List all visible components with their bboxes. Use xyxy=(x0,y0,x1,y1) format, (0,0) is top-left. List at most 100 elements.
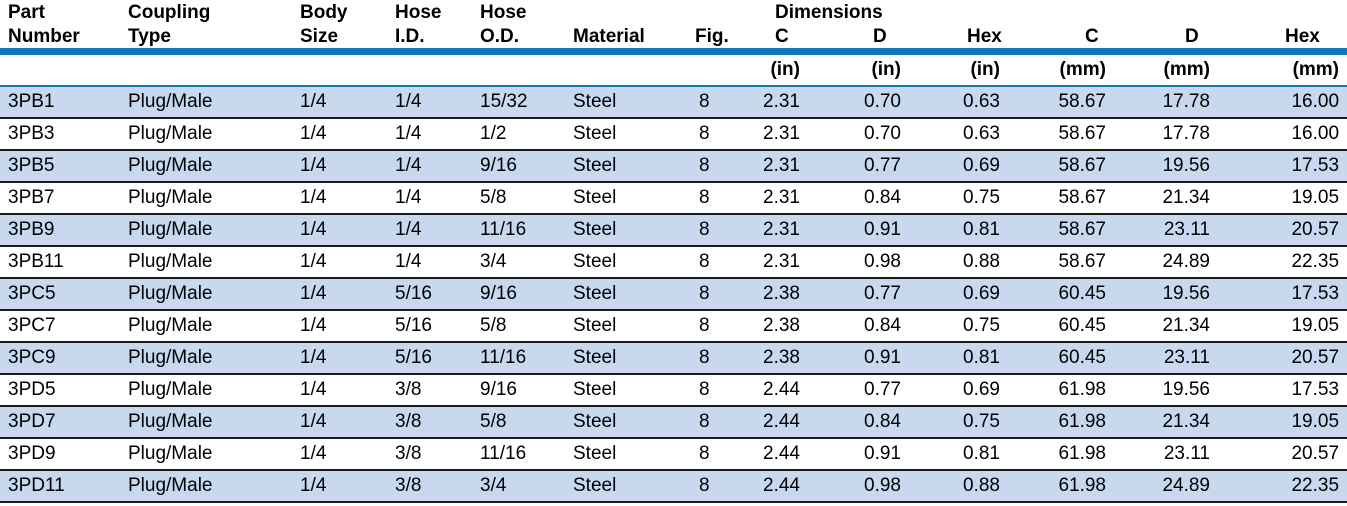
table-cell: 24.89 xyxy=(1112,246,1216,279)
table-cell: Steel xyxy=(573,278,695,311)
table-cell: 1/4 xyxy=(300,246,395,279)
table-cell: 8 xyxy=(695,374,752,407)
table-cell: 23.11 xyxy=(1112,438,1216,471)
table-cell: 23.11 xyxy=(1112,342,1216,375)
units-row: (in) (in) (in) (mm) (mm) (mm) xyxy=(0,51,1347,87)
table-cell: 20.57 xyxy=(1216,214,1347,247)
table-cell: 3PC7 xyxy=(0,310,128,343)
table-cell: 9/16 xyxy=(480,150,573,183)
table-cell: 3PD9 xyxy=(0,438,128,471)
table-row: 3PC5 Plug/Male 1/4 5/16 9/16 Steel 8 2.38 0.77 0.… xyxy=(0,278,1347,311)
table-cell: 60.45 xyxy=(1006,342,1112,375)
table-cell: 8 xyxy=(695,246,752,279)
column-header-spacer xyxy=(695,0,752,24)
header-line-2: Number Type Size I.D. O.D. Material Fig.… xyxy=(0,24,1347,55)
table-cell: 0.81 xyxy=(907,342,1006,375)
table-cell: 1/4 xyxy=(300,406,395,439)
column-header-fig: Fig. xyxy=(695,24,752,55)
table-body: 3PB1 Plug/Male 1/4 1/4 15/32 Steel 8 2.31 0.70 0.… xyxy=(0,86,1347,503)
table-cell: 3/8 xyxy=(395,406,480,439)
table-cell: 5/16 xyxy=(395,278,480,311)
table-cell: 8 xyxy=(695,86,752,119)
column-header-hose-id: I.D. xyxy=(395,24,480,55)
table-cell: 2.44 xyxy=(752,406,806,439)
table-cell: 9/16 xyxy=(480,278,573,311)
column-header-number: Number xyxy=(0,24,128,55)
table-cell: 2.31 xyxy=(752,246,806,279)
table-cell: 24.89 xyxy=(1112,470,1216,503)
table-cell: 1/4 xyxy=(300,374,395,407)
table-row: 3PB5 Plug/Male 1/4 1/4 9/16 Steel 8 2.31 0.77 0.6… xyxy=(0,150,1347,183)
table-cell: 0.91 xyxy=(806,214,907,247)
column-header-hex-in: Hex xyxy=(907,24,1006,55)
table-cell: Steel xyxy=(573,406,695,439)
table-cell: 0.84 xyxy=(806,406,907,439)
table-cell: 2.44 xyxy=(752,374,806,407)
table-cell: 3/8 xyxy=(395,470,480,503)
column-header-c-mm: C xyxy=(1006,24,1112,55)
table-cell: 8 xyxy=(695,310,752,343)
table-cell: 5/8 xyxy=(480,406,573,439)
table-cell: Steel xyxy=(573,182,695,215)
column-header-hose-od-top: Hose xyxy=(480,2,527,23)
table-cell: 17.53 xyxy=(1216,278,1347,311)
table-cell: 1/2 xyxy=(480,118,573,151)
table-cell: 2.38 xyxy=(752,342,806,375)
table-cell: 5/16 xyxy=(395,310,480,343)
table-cell: 3/8 xyxy=(395,438,480,471)
table-cell: Plug/Male xyxy=(128,214,300,247)
column-header-material: Material xyxy=(573,24,695,55)
table-cell: 5/16 xyxy=(395,342,480,375)
table-cell: 3PD7 xyxy=(0,406,128,439)
table-cell: 11/16 xyxy=(480,438,573,471)
table-cell: 5/8 xyxy=(480,310,573,343)
table-cell: 58.67 xyxy=(1006,86,1112,119)
table-cell: 3PB5 xyxy=(0,150,128,183)
table-cell: 0.63 xyxy=(907,118,1006,151)
unit-d-in: (in) xyxy=(806,51,907,87)
column-header-d-in: D xyxy=(806,24,907,55)
table-cell: 8 xyxy=(695,182,752,215)
table-cell: 1/4 xyxy=(395,150,480,183)
table-cell: 58.67 xyxy=(1006,246,1112,279)
table-header: Part Coupling Body Hose Hose Dimensions … xyxy=(0,0,1347,87)
table-row: 3PB9 Plug/Male 1/4 1/4 11/16 Steel 8 2.31 0.91 0.… xyxy=(0,214,1347,247)
table-cell: 19.05 xyxy=(1216,406,1347,439)
table-cell: 1/4 xyxy=(300,438,395,471)
table-row: 3PB3 Plug/Male 1/4 1/4 1/2 Steel 8 2.31 0.70 0.63… xyxy=(0,118,1347,151)
table-row: 3PB11 Plug/Male 1/4 1/4 3/4 Steel 8 2.31 0.98 0.8… xyxy=(0,246,1347,279)
column-header-size: Size xyxy=(300,24,395,55)
table-cell: 9/16 xyxy=(480,374,573,407)
table-cell: 3/4 xyxy=(480,470,573,503)
table-cell: 0.81 xyxy=(907,438,1006,471)
units-spacer xyxy=(0,51,752,87)
unit-hex-mm: (mm) xyxy=(1216,51,1347,87)
table-cell: 8 xyxy=(695,214,752,247)
table-cell: 1/4 xyxy=(300,150,395,183)
table-cell: 11/16 xyxy=(480,214,573,247)
dimensions-group-header: Dimensions xyxy=(775,2,883,23)
table-cell: 3PC9 xyxy=(0,342,128,375)
header-line-1: Part Coupling Body Hose Hose Dimensions xyxy=(0,0,1347,24)
table-cell: 17.53 xyxy=(1216,374,1347,407)
table-row: 3PD9 Plug/Male 1/4 3/8 11/16 Steel 8 2.44 0.91 0.… xyxy=(0,438,1347,471)
column-header-hex-mm: Hex xyxy=(1216,24,1347,55)
column-header-c-in: C xyxy=(752,24,806,55)
table-cell: 2.44 xyxy=(752,438,806,471)
table-cell: 3PC5 xyxy=(0,278,128,311)
table-cell: 0.91 xyxy=(806,438,907,471)
table-cell: 3PB7 xyxy=(0,182,128,215)
table-cell: Steel xyxy=(573,214,695,247)
table-row: 3PD7 Plug/Male 1/4 3/8 5/8 Steel 8 2.44 0.84 0.75… xyxy=(0,406,1347,439)
table-cell: 21.34 xyxy=(1112,182,1216,215)
table-cell: 1/4 xyxy=(300,342,395,375)
table-cell: Plug/Male xyxy=(128,118,300,151)
table-cell: 8 xyxy=(695,278,752,311)
table-cell: 2.38 xyxy=(752,278,806,311)
table-cell: 2.31 xyxy=(752,86,806,119)
table-cell: 61.98 xyxy=(1006,406,1112,439)
table-cell: Plug/Male xyxy=(128,86,300,119)
table-cell: 3PD5 xyxy=(0,374,128,407)
table-cell: Steel xyxy=(573,246,695,279)
